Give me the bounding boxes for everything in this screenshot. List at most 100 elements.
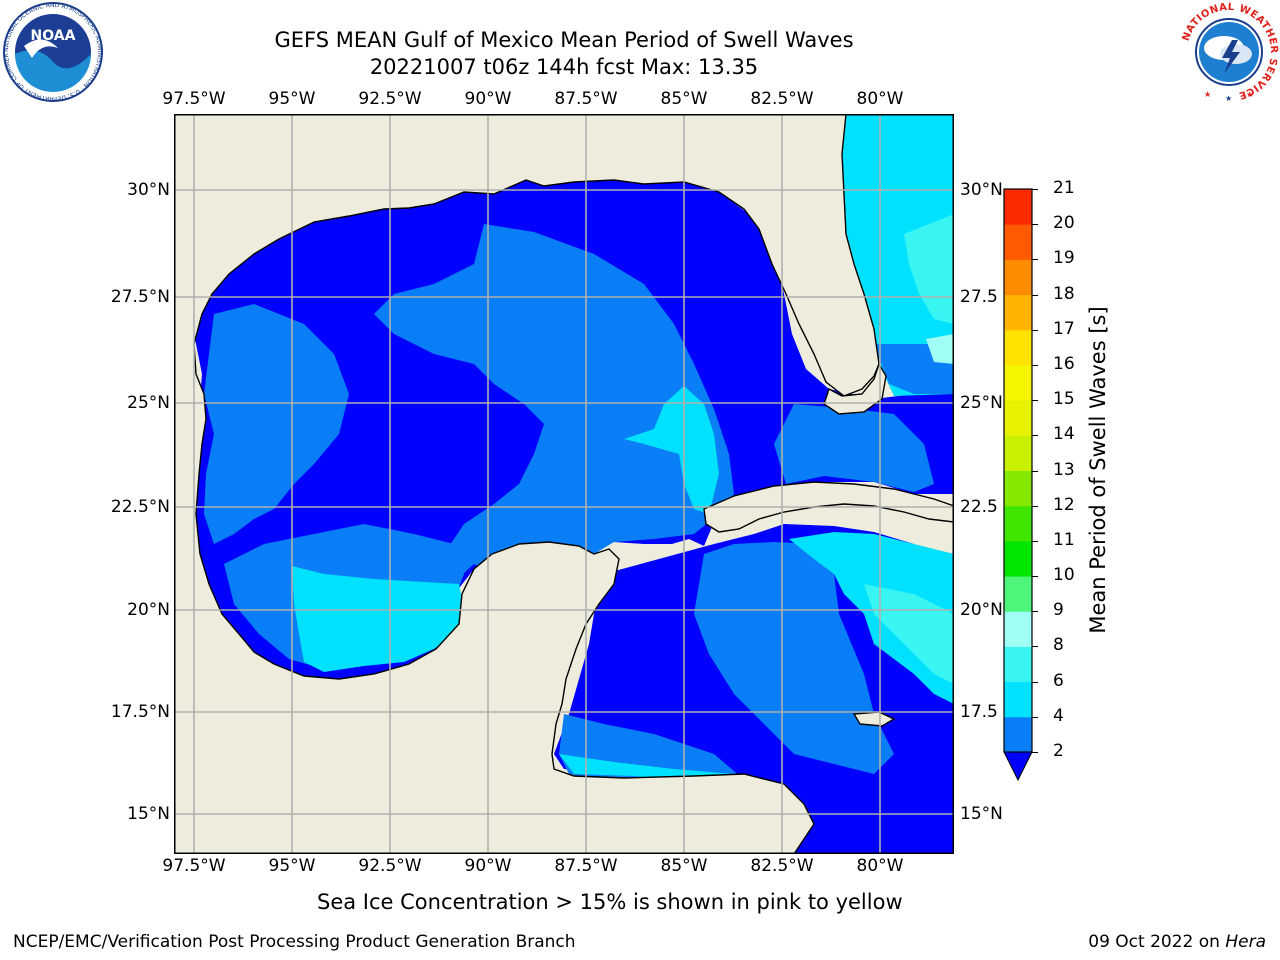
- colorbar-tick-mark: [1032, 259, 1038, 261]
- colorbar-cell: [1004, 646, 1032, 683]
- colorbar-cell: [1004, 505, 1032, 542]
- colorbar-tick-mark: [1032, 364, 1038, 366]
- lat-label-right: 17.5: [960, 702, 998, 722]
- colorbar-tick-label: 12: [1053, 494, 1075, 515]
- colorbar-tick-mark: [1032, 716, 1038, 718]
- lon-label-bottom: 80°W: [856, 856, 904, 876]
- colorbar-tick-label: 6: [1053, 670, 1064, 691]
- colorbar-tick-mark: [1032, 576, 1038, 578]
- colorbar-cell: [1004, 576, 1032, 612]
- colorbar-tick-label: 16: [1053, 353, 1075, 374]
- map-title: GEFS MEAN Gulf of Mexico Mean Period of …: [274, 28, 854, 52]
- footer-date-text: 09 Oct 2022 on: [1088, 932, 1226, 952]
- colorbar-under-triangle: [1003, 751, 1033, 782]
- lon-label-bottom: 87.5°W: [554, 856, 618, 876]
- lon-label-bottom: 90°W: [464, 856, 512, 876]
- colorbar-tick-label: 13: [1053, 459, 1075, 480]
- colorbar-tick-label: 2: [1053, 741, 1064, 761]
- noaa-logo: NATIONAL OCEANIC AND ATMOSPHERIC ADMINIS…: [2, 2, 103, 102]
- lon-label-bottom: 97.5°W: [162, 856, 226, 876]
- colorbar-tick-label: 14: [1053, 424, 1075, 445]
- lat-label-left: 15°N: [127, 804, 170, 824]
- zone-4-6s-nw-caribbean: [789, 532, 954, 704]
- colorbar-tick-label: 17: [1053, 318, 1075, 339]
- colorbar-cell: [1004, 294, 1032, 331]
- colorbar-tick-mark: [1032, 646, 1038, 648]
- lon-label-bottom: 85°W: [660, 856, 708, 876]
- colorbar-label: Mean Period of Swell Waves [s]: [1086, 306, 1110, 634]
- colorbar-tick-mark: [1032, 611, 1038, 613]
- colorbar-tick-mark: [1032, 224, 1038, 226]
- colorbar-tick-label: 4: [1053, 705, 1064, 726]
- gridlines: [174, 114, 954, 854]
- colorbar: [1003, 188, 1033, 782]
- lat-label-left: 17.5°N: [110, 702, 170, 722]
- lon-label-top: 95°W: [268, 89, 316, 109]
- lat-label-right: 15°N: [960, 804, 1003, 824]
- colorbar-tick-mark: [1032, 470, 1038, 472]
- lat-label-left: 22.5°N: [110, 497, 170, 517]
- zone-2-4s-caribbean: [694, 542, 894, 774]
- colorbar-tick-mark: [1032, 400, 1038, 402]
- colorbar-cell: [1004, 540, 1032, 577]
- colorbar-tick-label: 19: [1053, 248, 1075, 269]
- colorbar-tick-label: 9: [1053, 600, 1064, 621]
- colorbar-cell: [1004, 189, 1032, 225]
- colorbar-cell: [1004, 611, 1032, 647]
- colorbar-tick-label: 10: [1053, 565, 1075, 586]
- lat-label-right: 22.5: [960, 497, 998, 517]
- colorbar-cell: [1004, 259, 1032, 296]
- colorbar-cell: [1004, 400, 1032, 436]
- lon-label-top: 80°W: [856, 89, 904, 109]
- cuba-land: [703, 481, 954, 533]
- colorbar-tick-mark: [1032, 294, 1038, 296]
- colorbar-cell: [1004, 329, 1032, 366]
- zone-2-4s-straits: [774, 404, 934, 492]
- lat-label-left: 27.5°N: [110, 287, 170, 307]
- footer-credit: NCEP/EMC/Verification Post Processing Pr…: [13, 932, 576, 952]
- lat-label-left: 30°N: [127, 180, 170, 200]
- svg-text:★: ★: [1246, 90, 1253, 99]
- colorbar-cell: [1004, 716, 1032, 753]
- zone-8-9s-atlantic: [926, 334, 954, 364]
- us-gulf-coast-land: [174, 114, 880, 854]
- lat-label-right: 25°N: [960, 393, 1003, 413]
- lat-label-left: 25°N: [127, 393, 170, 413]
- lat-label-right: 20°N: [960, 600, 1003, 620]
- lon-label-bottom: 95°W: [268, 856, 316, 876]
- zone-4-6s-loop: [624, 386, 719, 514]
- zone-2-4s-west: [204, 304, 349, 544]
- lon-label-top: 90°W: [464, 89, 512, 109]
- florida-tip-land: [823, 362, 887, 415]
- lat-label-left: 20°N: [127, 600, 170, 620]
- lon-label-top: 92.5°W: [358, 89, 422, 109]
- lon-label-top: 85°W: [660, 89, 708, 109]
- svg-text:★: ★: [1225, 94, 1232, 102]
- colorbar-tick-label: 18: [1053, 283, 1075, 304]
- colorbar-cell: [1004, 435, 1032, 471]
- svg-text:★: ★: [1204, 90, 1211, 99]
- lat-label-right: 27.5: [960, 287, 998, 307]
- colorbar-cell: [1004, 364, 1032, 401]
- sea-ice-note: Sea Ice Concentration > 15% is shown in …: [317, 890, 903, 914]
- colorbar-tick-mark: [1032, 329, 1038, 331]
- lon-label-bottom: 92.5°W: [358, 856, 422, 876]
- zone-2-4s-central: [374, 224, 734, 589]
- lon-label-bottom: 82.5°W: [750, 856, 814, 876]
- map-subtitle-forecast: 20221007 t06z 144h fcst Max: 13.35: [369, 55, 759, 79]
- nws-logo: NATIONAL WEATHER SERVICE ★ ★ ★: [1180, 2, 1279, 102]
- colorbar-tick-mark: [1032, 540, 1038, 542]
- swell-period-map: [174, 114, 954, 854]
- lon-label-top: 82.5°W: [750, 89, 814, 109]
- zone-4-6s-campeche: [292, 566, 464, 672]
- colorbar-tick-label: 20: [1053, 213, 1075, 234]
- colorbar-tick-label: 15: [1053, 389, 1075, 410]
- colorbar-tick-mark: [1032, 505, 1038, 507]
- lon-label-top: 97.5°W: [162, 89, 226, 109]
- colorbar-tick-label: 8: [1053, 635, 1064, 656]
- lon-label-top: 87.5°W: [554, 89, 618, 109]
- footer-date: 09 Oct 2022 on Hera: [1088, 932, 1266, 952]
- colorbar-cell: [1004, 224, 1032, 260]
- colorbar-cell: [1004, 470, 1032, 507]
- svg-text:NOAA: NOAA: [31, 28, 76, 44]
